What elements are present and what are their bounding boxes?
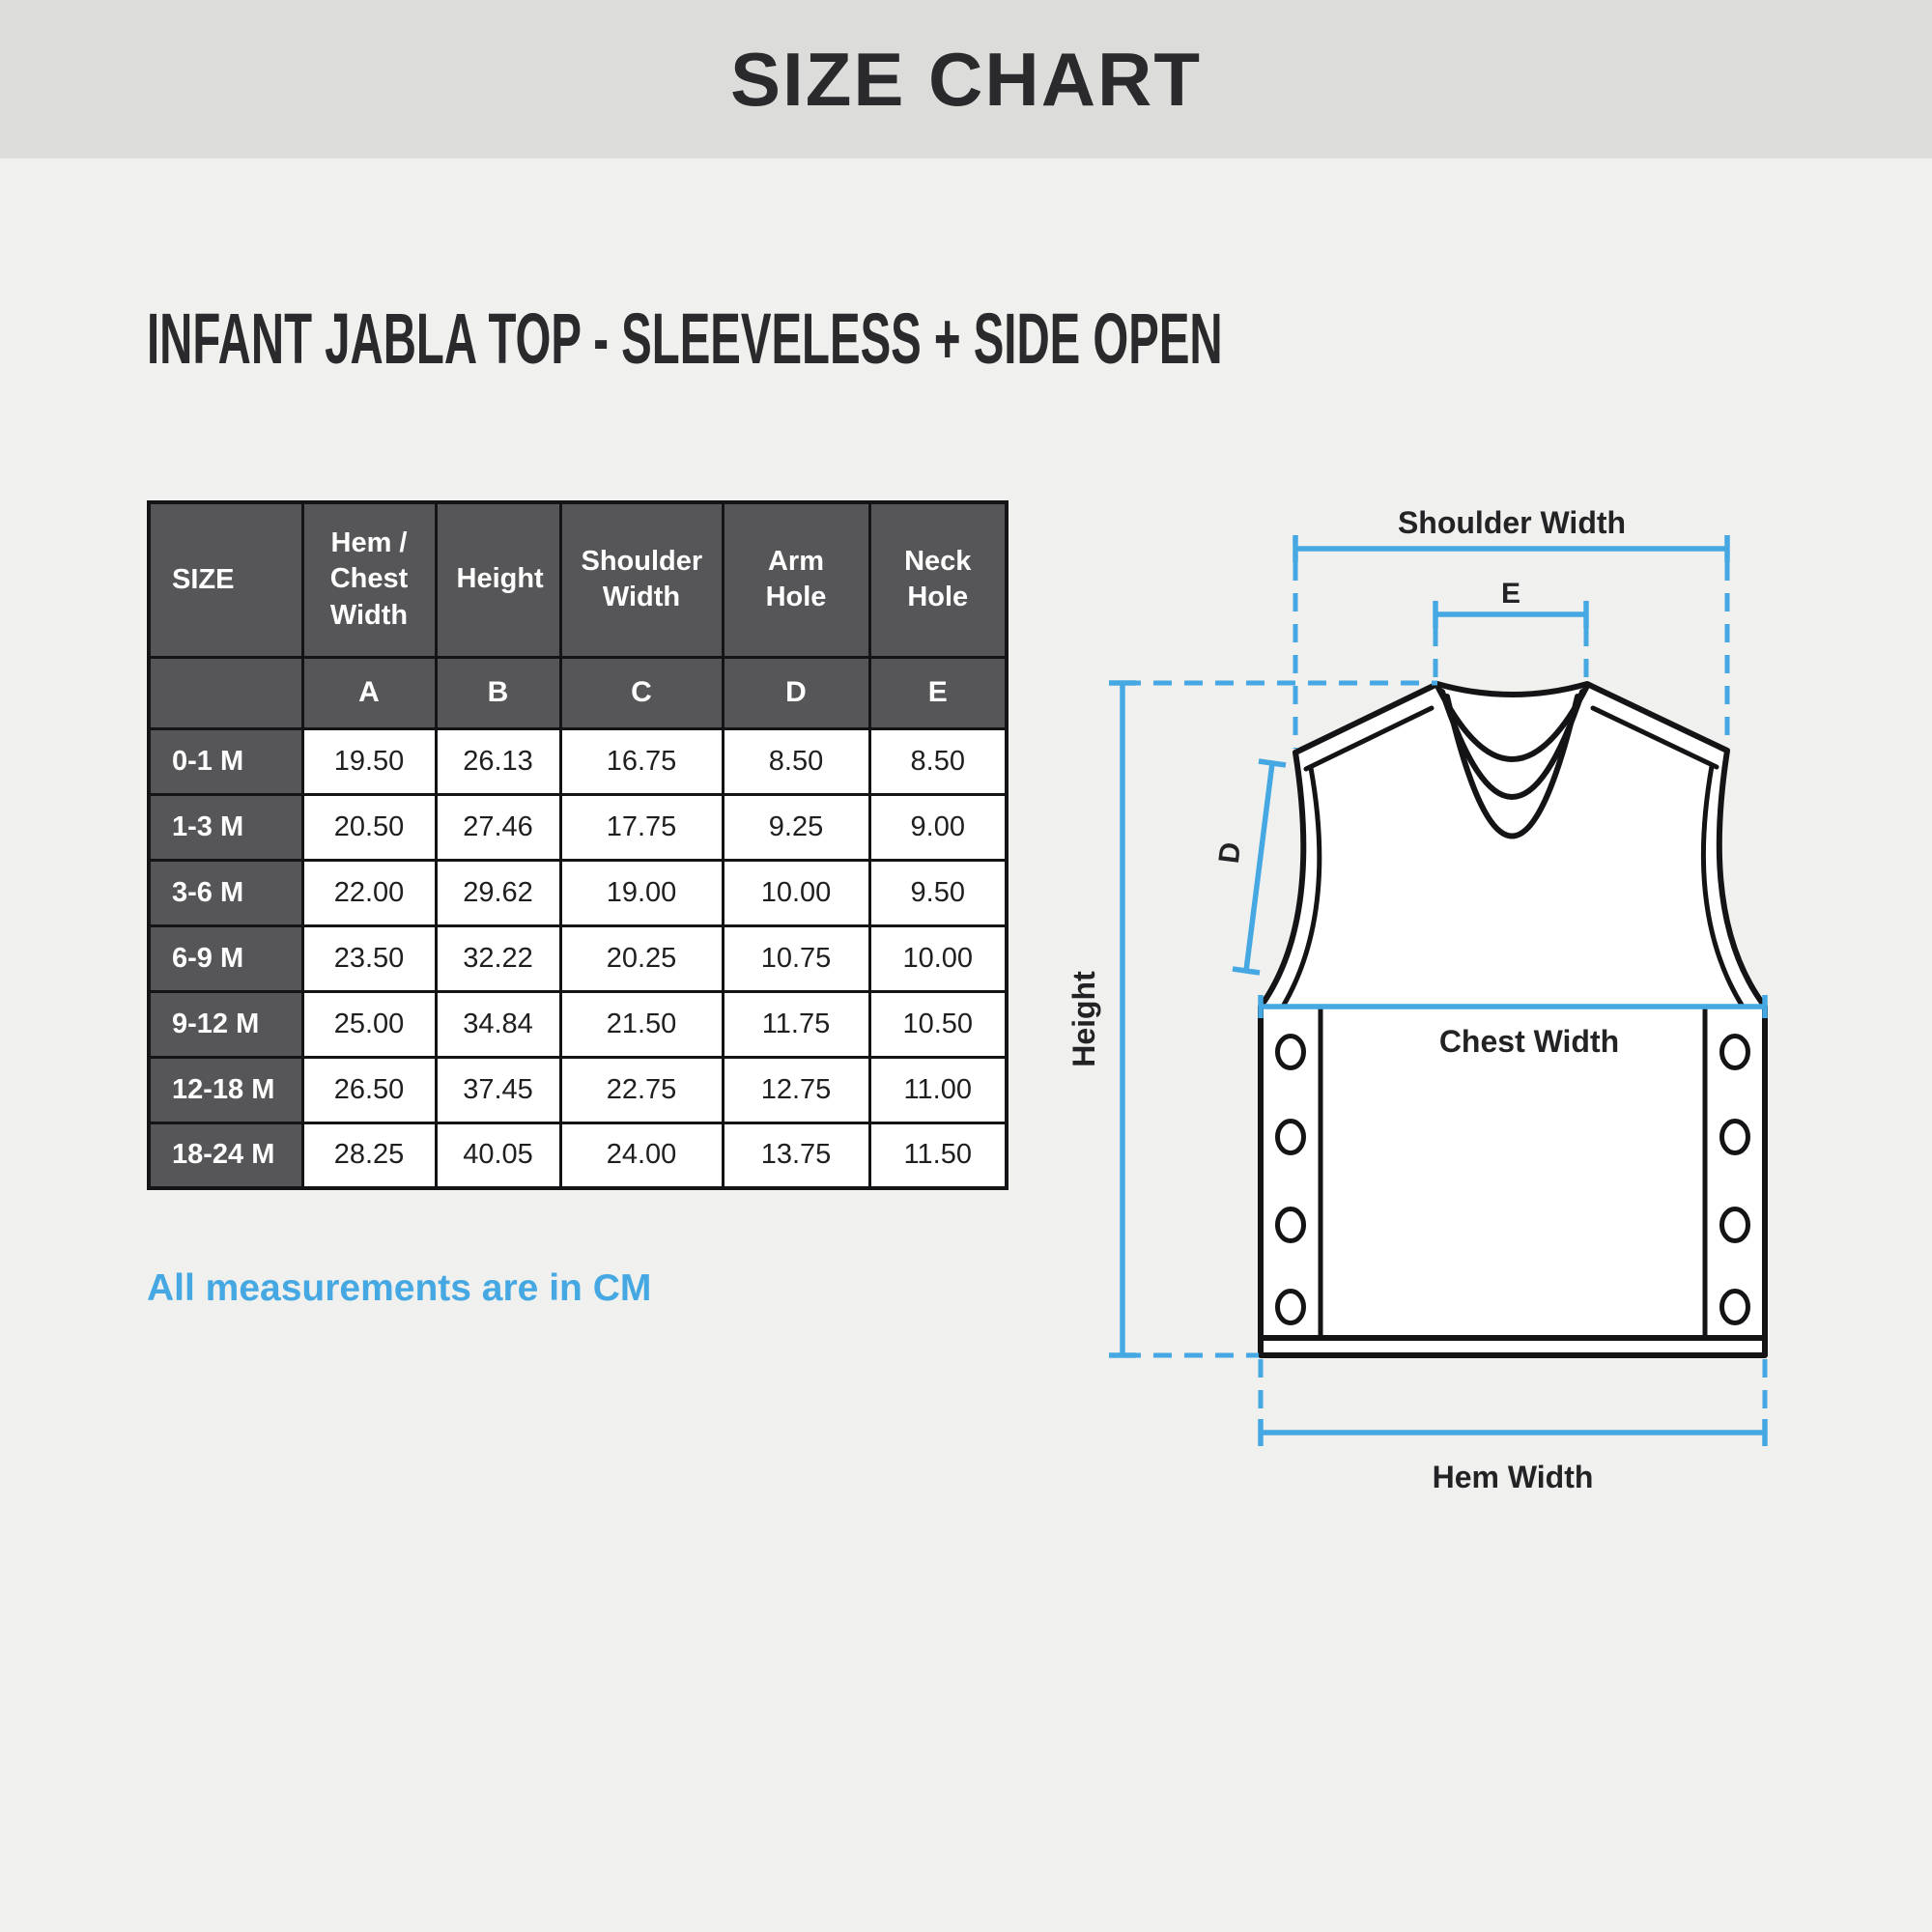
armhole-line <box>1243 762 1275 972</box>
column-letter <box>147 655 304 730</box>
button-icon <box>1719 1207 1750 1243</box>
column-header: Height <box>434 500 562 659</box>
column-letter: A <box>300 655 438 730</box>
collar-arc <box>1444 694 1580 839</box>
measurement-value: 8.50 <box>867 726 1009 796</box>
top-banner: SIZE CHART <box>0 0 1932 158</box>
shoulder-facing-line <box>1590 705 1719 770</box>
size-label: 18-24 M <box>147 1121 304 1190</box>
measurement-value: 9.50 <box>867 858 1009 927</box>
measurement-value: 26.50 <box>300 1055 438 1124</box>
measurement-value: 24.00 <box>558 1121 724 1190</box>
table-row: 0-1 M 19.50 26.13 16.75 8.50 8.50 <box>147 726 1009 796</box>
measure-tick <box>1232 966 1261 976</box>
measurement-value: 11.50 <box>867 1121 1009 1190</box>
measurement-value: 16.75 <box>558 726 724 796</box>
garment-diagram: Shoulder Width E D Height Chest Width He… <box>1066 505 1768 1494</box>
measurement-value: 32.22 <box>434 923 562 993</box>
size-column-header: SIZE <box>147 500 304 659</box>
column-letter: E <box>867 655 1009 730</box>
size-label: 12-18 M <box>147 1055 304 1124</box>
size-label: 3-6 M <box>147 858 304 927</box>
button-icon <box>1275 1289 1306 1325</box>
table-row: 3-6 M 22.00 29.62 19.00 10.00 9.50 <box>147 858 1009 927</box>
measurement-value: 37.45 <box>434 1055 562 1124</box>
button-icon <box>1275 1119 1306 1155</box>
measurement-value: 10.75 <box>721 923 871 993</box>
chest-width-label: Chest Width <box>1439 1024 1619 1059</box>
size-label: 9-12 M <box>147 989 304 1059</box>
garment-outline <box>1258 681 1768 1358</box>
measurement-value: 27.46 <box>434 792 562 862</box>
measurement-value: 25.00 <box>300 989 438 1059</box>
table-row: 18-24 M 28.25 40.05 24.00 13.75 11.50 <box>147 1121 1009 1190</box>
hem-width-label: Hem Width <box>1433 1460 1594 1494</box>
measurement-value: 10.50 <box>867 989 1009 1059</box>
measurement-value: 9.25 <box>721 792 871 862</box>
measurement-value: 23.50 <box>300 923 438 993</box>
size-label: 0-1 M <box>147 726 304 796</box>
size-label: 1-3 M <box>147 792 304 862</box>
height-label: Height <box>1066 971 1101 1067</box>
measurement-unit-note: All measurements are in CM <box>147 1267 652 1309</box>
size-label: 6-9 M <box>147 923 304 993</box>
armhole-facing-line <box>1700 763 1746 1009</box>
button-icon <box>1719 1119 1750 1155</box>
measurement-value: 20.25 <box>558 923 724 993</box>
column-letter: B <box>434 655 562 730</box>
button-icon <box>1275 1034 1306 1070</box>
button-icon <box>1719 1289 1750 1325</box>
column-header: Neck Hole <box>867 500 1009 659</box>
measurement-value: 17.75 <box>558 792 724 862</box>
measurement-value: 11.75 <box>721 989 871 1059</box>
measurement-value: 13.75 <box>721 1121 871 1190</box>
collar-arc <box>1435 685 1589 762</box>
measurement-value: 19.00 <box>558 858 724 927</box>
measurement-value: 26.13 <box>434 726 562 796</box>
armhole-facing-line <box>1280 765 1322 1009</box>
page-title: SIZE CHART <box>730 36 1202 122</box>
measurement-value: 12.75 <box>721 1055 871 1124</box>
size-table: SIZE Hem / Chest Width Height Shoulder Widt… <box>147 500 1009 1190</box>
measurement-value: 28.25 <box>300 1121 438 1190</box>
shoulder-width-label: Shoulder Width <box>1398 505 1626 540</box>
measurement-value: 22.00 <box>300 858 438 927</box>
column-header: Shoulder Width <box>558 500 724 659</box>
table-row: 6-9 M 23.50 32.22 20.25 10.75 10.00 <box>147 923 1009 993</box>
measurement-value: 29.62 <box>434 858 562 927</box>
measurement-value: 40.05 <box>434 1121 562 1190</box>
product-title: INFANT JABLA TOP - SLEEVELESS + SIDE OPE… <box>147 298 1223 379</box>
button-icon <box>1275 1207 1306 1243</box>
measurement-value: 19.50 <box>300 726 438 796</box>
table-row: 1-3 M 20.50 27.46 17.75 9.25 9.00 <box>147 792 1009 862</box>
column-letter: D <box>721 655 871 730</box>
measurement-value: 20.50 <box>300 792 438 862</box>
table-row: 9-12 M 25.00 34.84 21.50 11.75 10.50 <box>147 989 1009 1059</box>
measure-tick <box>1258 758 1287 768</box>
column-header: Hem / Chest Width <box>300 500 438 659</box>
arm-hole-label: D <box>1213 840 1247 866</box>
column-letter: C <box>558 655 724 730</box>
measurement-value: 21.50 <box>558 989 724 1059</box>
measurement-value: 8.50 <box>721 726 871 796</box>
button-icon <box>1719 1034 1750 1070</box>
measurement-value: 22.75 <box>558 1055 724 1124</box>
measurement-value: 11.00 <box>867 1055 1009 1124</box>
measurement-value: 10.00 <box>867 923 1009 993</box>
measurement-value: 10.00 <box>721 858 871 927</box>
shoulder-facing-line <box>1303 705 1435 772</box>
column-header: Arm Hole <box>721 500 871 659</box>
table-row: 12-18 M 26.50 37.45 22.75 12.75 11.00 <box>147 1055 1009 1124</box>
neck-hole-label: E <box>1501 578 1520 610</box>
measurement-value: 34.84 <box>434 989 562 1059</box>
measurement-value: 9.00 <box>867 792 1009 862</box>
